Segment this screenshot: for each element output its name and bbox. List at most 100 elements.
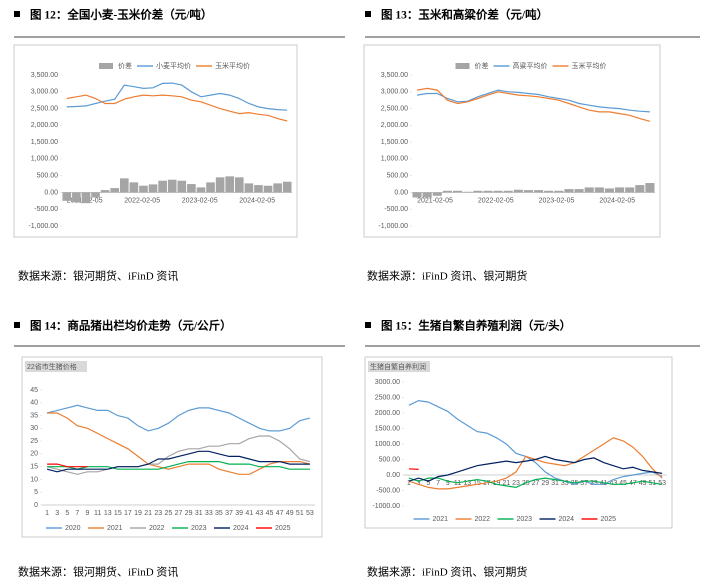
x-tick-label: 2021-02-05 <box>417 197 453 204</box>
bar <box>215 177 225 193</box>
y-tick-label: 35 <box>30 412 38 419</box>
x-tick-label: 11 <box>94 510 101 517</box>
x-tick-label: 33 <box>205 510 213 517</box>
bar <box>110 188 120 193</box>
figure-caption: 图 15：生猪自繁自养殖利润（元/头） <box>381 319 571 333</box>
y-tick-label: 2,500.00 <box>381 105 408 112</box>
x-tick-label: 27 <box>532 480 540 487</box>
bullet <box>14 322 20 328</box>
bar <box>263 185 273 193</box>
legend-label: 玉米平均价 <box>572 61 607 70</box>
legend-label: 小麦平均价 <box>156 61 191 70</box>
y-tick-label: 1,000.00 <box>381 156 408 163</box>
x-tick-label: 9 <box>86 510 90 517</box>
chart-frame <box>13 44 298 238</box>
bar <box>196 187 206 193</box>
y-tick-label: 45 <box>30 387 38 394</box>
y-tick-label: 25 <box>30 438 38 445</box>
line-series <box>66 82 288 111</box>
x-tick-label: 29 <box>185 510 193 517</box>
x-tick-label: 13 <box>104 510 112 517</box>
legend-label: 2021 <box>107 525 123 532</box>
source-note: 数据来源：iFinD 资讯、银河期货 <box>367 269 527 283</box>
bar <box>564 189 574 193</box>
x-tick-label: 49 <box>286 510 294 517</box>
bar <box>483 190 493 193</box>
bar <box>148 184 158 193</box>
y-tick-label: 2500.00 <box>375 394 400 401</box>
y-tick-label: 5 <box>34 489 38 496</box>
x-tick-label: 2023-02-05 <box>182 197 218 204</box>
chart-title: 22省市生猪价格 <box>27 362 77 371</box>
x-tick-label: 7 <box>436 480 440 487</box>
y-tick-label: 0.00 <box>386 472 400 479</box>
y-tick-label: 3000.00 <box>375 379 400 386</box>
bar <box>422 192 432 198</box>
line-series <box>417 89 650 113</box>
bar <box>534 190 544 193</box>
x-tick-label: 37 <box>225 510 233 517</box>
x-tick-label: 25 <box>164 510 172 517</box>
y-tick-label: -500.00 <box>384 206 408 213</box>
bullet <box>365 11 371 17</box>
chart: -1,000.00 -500.00 0.00 500.00 1,000.00 1,500.… <box>363 44 661 238</box>
x-tick-label: 41 <box>245 510 253 517</box>
bar <box>604 188 614 193</box>
y-tick-label: 2000.00 <box>375 410 400 417</box>
x-tick-label: 1 <box>407 480 411 487</box>
x-tick-label: 2023-02-05 <box>539 197 575 204</box>
line-series <box>66 94 288 122</box>
x-tick-label: 29 <box>541 480 549 487</box>
y-tick-label: 1500.00 <box>375 425 400 432</box>
bar <box>574 189 584 193</box>
chart: -1,000.00 -500.00 0.00 500.00 1,000.00 1,500.… <box>13 44 298 238</box>
bar <box>554 190 564 193</box>
legend-label: 2023 <box>191 525 207 532</box>
y-tick-label: 0.00 <box>44 189 58 196</box>
bar <box>244 183 254 193</box>
y-tick-label: 500.00 <box>379 456 401 463</box>
x-tick-label: 39 <box>235 510 243 517</box>
x-tick-label: 27 <box>175 510 183 517</box>
x-tick-label: 2024-02-05 <box>599 197 635 204</box>
bar <box>234 177 244 193</box>
source-note: 数据来源：银河期货、iFinD 资讯 <box>18 565 178 579</box>
x-tick-label: 2024-02-05 <box>239 197 275 204</box>
x-tick-label: 43 <box>255 510 263 517</box>
bar <box>62 192 72 201</box>
x-tick-label: 15 <box>473 480 481 487</box>
bar <box>206 182 215 193</box>
legend-label: 2024 <box>233 525 249 532</box>
source-note: 数据来源：iFinD 资讯、银河期货 <box>367 565 527 579</box>
y-tick-label: 10 <box>30 476 38 483</box>
source-note: 数据来源：银河期货、iFinD 资讯 <box>18 269 178 283</box>
line-series <box>408 455 663 482</box>
bar <box>453 190 463 193</box>
line-series <box>46 450 310 473</box>
bar <box>91 192 100 198</box>
bar <box>225 176 235 193</box>
legend-label: 2020 <box>65 525 81 532</box>
chart-frame <box>364 356 673 529</box>
legend-label: 2022 <box>149 525 165 532</box>
y-tick-label: 1,000.00 <box>31 156 58 163</box>
chart-title-bg <box>368 361 430 372</box>
bar <box>187 184 196 193</box>
y-tick-label: 3,000.00 <box>381 89 408 96</box>
line-series <box>47 463 88 468</box>
bar <box>544 190 554 193</box>
y-tick-label: 3,500.00 <box>31 72 58 79</box>
x-tick-label: 5 <box>426 480 430 487</box>
y-tick-label: 0 <box>34 502 38 509</box>
x-tick-label: 9 <box>446 480 450 487</box>
x-tick-label: 23 <box>512 480 520 487</box>
x-tick-label: 19 <box>493 480 501 487</box>
bar <box>177 180 187 193</box>
legend-label: 2022 <box>475 516 491 523</box>
figure-caption: 图 12：全国小麦-玉米价差（元/吨） <box>30 8 212 22</box>
bar <box>625 187 635 193</box>
line-series <box>408 468 419 470</box>
